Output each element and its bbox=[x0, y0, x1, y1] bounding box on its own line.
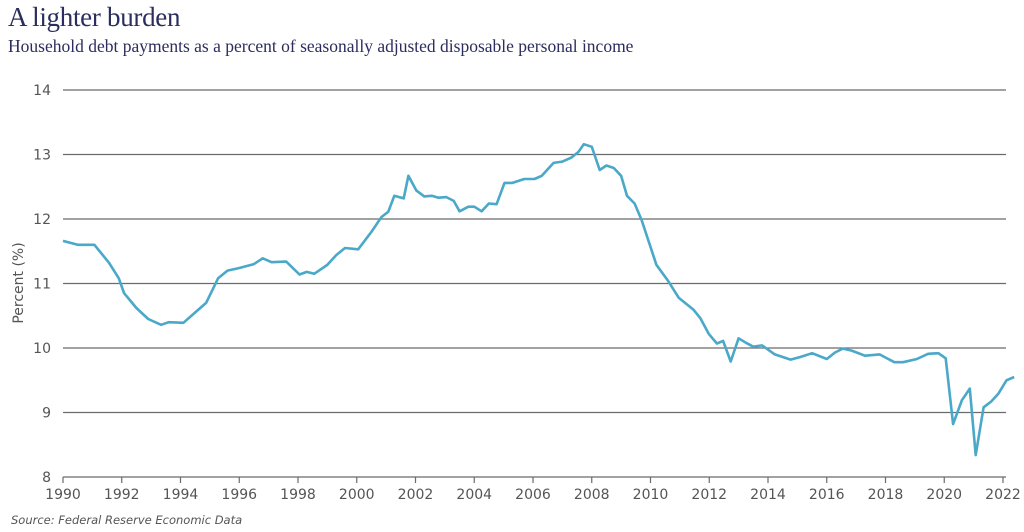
x-tick-label: 1998 bbox=[280, 487, 316, 503]
y-tick-label: 11 bbox=[33, 277, 51, 293]
y-tick-label: 12 bbox=[33, 212, 51, 228]
y-tick-label: 8 bbox=[42, 470, 51, 486]
x-tick-label: 2004 bbox=[456, 487, 492, 503]
x-tick-label: 2010 bbox=[633, 487, 669, 503]
x-tick-label: 2006 bbox=[515, 487, 551, 503]
x-tick-label: 2018 bbox=[868, 487, 904, 503]
y-tick-label: 13 bbox=[33, 148, 51, 164]
x-tick-label: 1994 bbox=[163, 487, 199, 503]
x-tick-label: 2000 bbox=[339, 487, 375, 503]
y-tick-label: 14 bbox=[33, 83, 51, 99]
y-tick-label: 9 bbox=[42, 406, 51, 422]
x-tick-label: 2014 bbox=[750, 487, 786, 503]
chart-title: A lighter burden bbox=[8, 2, 181, 32]
x-tick-label: 2008 bbox=[574, 487, 610, 503]
series-line bbox=[62, 142, 1015, 457]
x-tick-label: 2002 bbox=[398, 487, 434, 503]
x-tick-label: 2012 bbox=[691, 487, 727, 503]
y-tick-label: 10 bbox=[33, 341, 51, 357]
x-tick-label: 1992 bbox=[104, 487, 140, 503]
source-note: Source: Federal Reserve Economic Data bbox=[11, 513, 243, 527]
x-tick-label: 1996 bbox=[221, 487, 257, 503]
x-tick-label: 2020 bbox=[926, 487, 962, 503]
x-tick-label: 1990 bbox=[45, 487, 81, 503]
chart-subtitle: Household debt payments as a percent of … bbox=[8, 36, 634, 56]
x-tick-label: 2016 bbox=[809, 487, 845, 503]
x-tick-label: 2022 bbox=[985, 487, 1021, 503]
y-axis-title: Percent (%) bbox=[11, 242, 27, 323]
